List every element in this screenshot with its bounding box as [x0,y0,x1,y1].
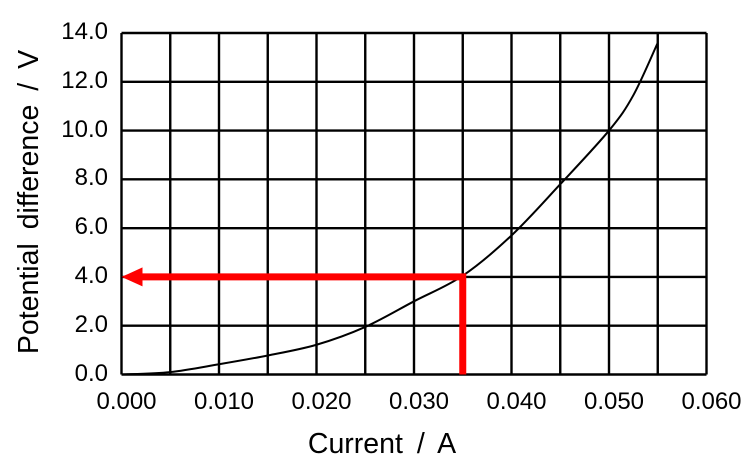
x-tick-label: 0.050 [583,388,645,415]
annotation-arrowhead [121,267,143,287]
y-tick-label: 12.0 [61,66,108,94]
y-axis-title: Potential difference / V [13,49,45,355]
y-tick-label: 8.0 [74,164,108,192]
x-tick-label: 0.040 [486,388,547,415]
y-tick-label: 10.0 [61,115,108,143]
x-tick-label: 0.030 [388,388,450,415]
y-tick-label: 6.0 [74,213,108,241]
y-tick-label: 2.0 [74,310,108,338]
y-tick-label: 14.0 [61,18,108,45]
x-tick-label: 0.000 [96,388,157,415]
annotation-guide-line [139,273,467,375]
y-tick-label: 0.0 [74,359,108,387]
y-tick-label: 4.0 [74,261,108,289]
x-tick-label: 0.010 [193,388,255,415]
x-tick-label: 0.020 [291,388,352,415]
gridlines [120,31,708,376]
x-axis-title: Current / A [307,428,457,460]
curve [121,42,659,376]
x-tick-label: 0.060 [681,388,742,415]
